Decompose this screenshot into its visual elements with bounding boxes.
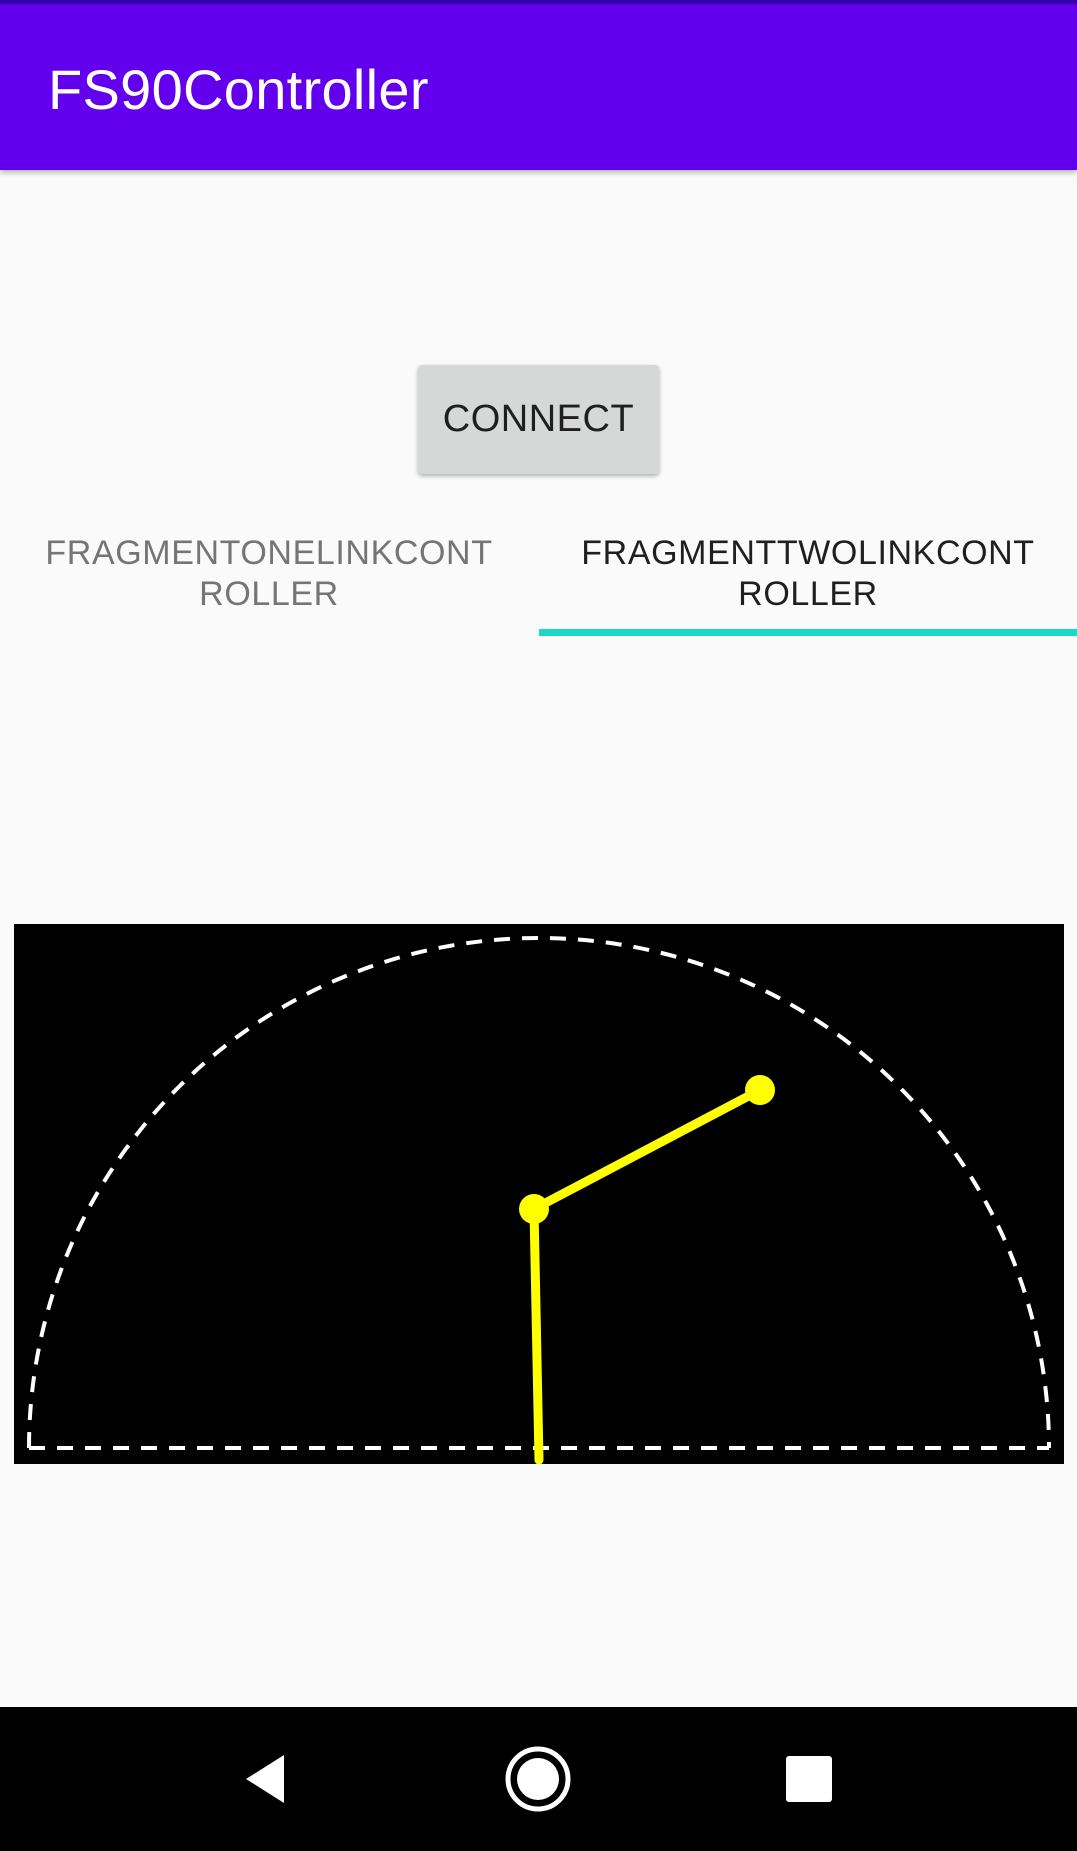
nav-back-button[interactable] [216,1729,316,1829]
tab-selected-indicator [539,629,1077,636]
link-controller-canvas[interactable] [14,924,1064,1464]
status-bar [0,0,1077,4]
tab-bar: FRAGMENTONELINKCONTROLLER FRAGMENTTWOLIN… [0,510,1077,638]
elbow-joint[interactable] [519,1194,549,1224]
second-link [529,1085,765,1214]
app-title: FS90Controller [48,58,429,121]
tab-two-link-controller[interactable]: FRAGMENTTWOLINKCONTROLLER [539,510,1077,638]
tab-label: FRAGMENTONELINKCONTROLLER [45,534,493,613]
recents-icon [786,1756,832,1802]
nav-home-button[interactable] [488,1729,588,1829]
connect-button[interactable]: CONNECT [418,365,659,474]
back-icon [246,1755,284,1803]
link-canvas-svg[interactable] [14,924,1064,1464]
first-link [529,1204,544,1464]
navigation-bar [0,1707,1077,1851]
nav-recents-button[interactable] [759,1729,859,1829]
tab-one-link-controller[interactable]: FRAGMENTONELINKCONTROLLER [0,510,538,638]
app-bar: FS90Controller [0,4,1077,170]
workspace-boundary-arc [27,936,1051,1449]
home-icon [505,1746,571,1812]
end-effector-joint[interactable] [745,1075,775,1105]
tab-label: FRAGMENTTWOLINKCONTROLLER [581,534,1035,613]
